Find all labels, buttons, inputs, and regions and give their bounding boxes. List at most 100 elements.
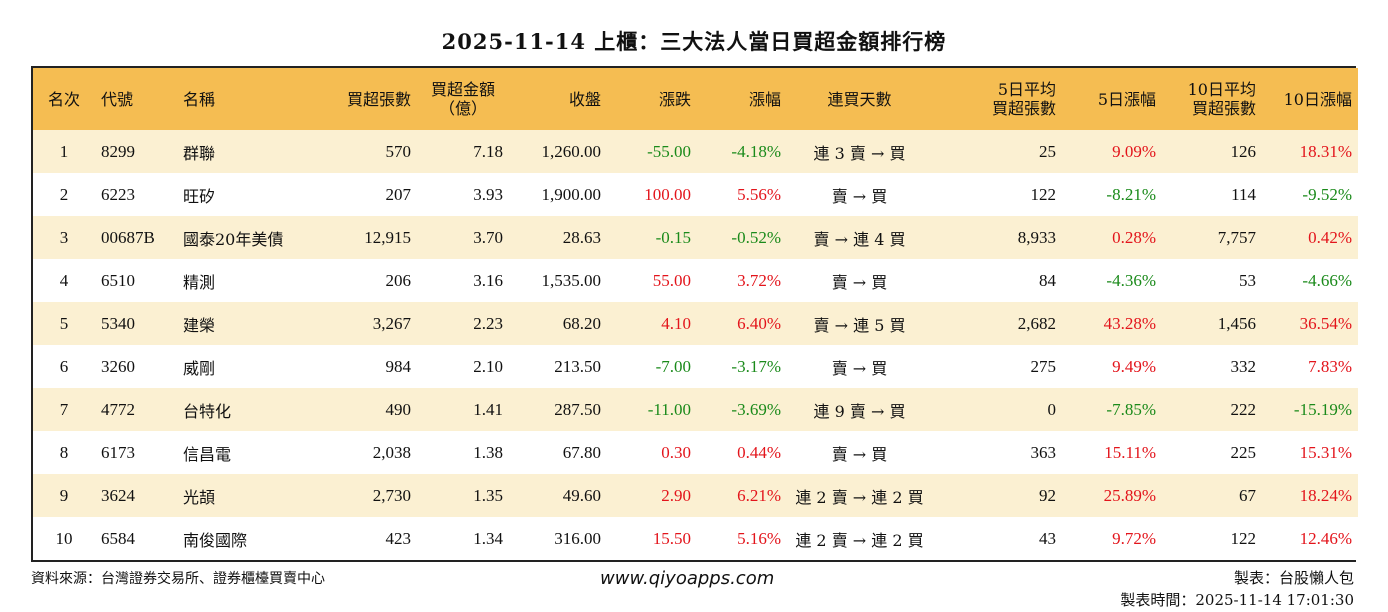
cell-code: 6173 bbox=[95, 431, 177, 474]
header-pct5: 5日漲幅 bbox=[1062, 68, 1162, 130]
cell-change: 2.90 bbox=[607, 474, 697, 517]
website-link[interactable]: www.qiyoapps.com bbox=[600, 568, 775, 589]
data-source: 資料來源：台灣證券交易所、證券櫃檯買賣中心 bbox=[31, 571, 325, 587]
cell-name: 信昌電 bbox=[177, 431, 307, 474]
cell-code: 4772 bbox=[95, 388, 177, 431]
cell-pct: 0.44% bbox=[697, 431, 787, 474]
cell-rank: 7 bbox=[33, 388, 95, 431]
cell-change: -7.00 bbox=[607, 345, 697, 388]
cell-avg10: 222 bbox=[1162, 388, 1262, 431]
cell-code: 00687B bbox=[95, 216, 177, 259]
cell-close: 67.80 bbox=[509, 431, 607, 474]
cell-close: 28.63 bbox=[509, 216, 607, 259]
table-row: 7 4772 台特化 490 1.41 287.50 -11.00 -3.69% 連 9 賣 →… bbox=[33, 388, 1358, 431]
cell-name: 國泰20年美債 bbox=[177, 216, 307, 259]
cell-pct: -3.17% bbox=[697, 345, 787, 388]
cell-change: -55.00 bbox=[607, 130, 697, 173]
cell-pct: -3.69% bbox=[697, 388, 787, 431]
cell-change: 100.00 bbox=[607, 173, 697, 216]
table-row: 10 6584 南俊國際 423 1.34 316.00 15.50 5.16% 連 2 賣 →… bbox=[33, 517, 1358, 560]
cell-rank: 9 bbox=[33, 474, 95, 517]
cell-net-amount: 2.10 bbox=[417, 345, 509, 388]
table-header-row: 名次 代號 名稱 買超張數 買超金額 （億） 收盤 漲跌 漲幅 連買天數 5日平… bbox=[33, 68, 1358, 130]
cell-avg10: 332 bbox=[1162, 345, 1262, 388]
header-rank: 名次 bbox=[33, 68, 95, 130]
cell-streak: 連 2 賣 → 連 2 買 bbox=[787, 474, 932, 517]
cell-net-shares: 2,730 bbox=[307, 474, 417, 517]
cell-streak: 連 9 賣 → 買 bbox=[787, 388, 932, 431]
cell-close: 287.50 bbox=[509, 388, 607, 431]
cell-rank: 2 bbox=[33, 173, 95, 216]
header-pct: 漲幅 bbox=[697, 68, 787, 130]
cell-close: 1,535.00 bbox=[509, 259, 607, 302]
cell-net-amount: 1.41 bbox=[417, 388, 509, 431]
ranking-table: 名次 代號 名稱 買超張數 買超金額 （億） 收盤 漲跌 漲幅 連買天數 5日平… bbox=[31, 66, 1358, 562]
cell-change: 4.10 bbox=[607, 302, 697, 345]
cell-pct: 6.40% bbox=[697, 302, 787, 345]
cell-pct: 5.16% bbox=[697, 517, 787, 560]
cell-close: 49.60 bbox=[509, 474, 607, 517]
cell-name: 建榮 bbox=[177, 302, 307, 345]
cell-avg5: 25 bbox=[932, 130, 1062, 173]
cell-avg5: 2,682 bbox=[932, 302, 1062, 345]
cell-name: 精測 bbox=[177, 259, 307, 302]
cell-change: -11.00 bbox=[607, 388, 697, 431]
cell-streak: 賣 → 連 4 買 bbox=[787, 216, 932, 259]
header-change: 漲跌 bbox=[607, 68, 697, 130]
cell-rank: 10 bbox=[33, 517, 95, 560]
cell-code: 6584 bbox=[95, 517, 177, 560]
cell-pct5: 9.72% bbox=[1062, 517, 1162, 560]
cell-change: -0.15 bbox=[607, 216, 697, 259]
header-net-shares: 買超張數 bbox=[307, 68, 417, 130]
cell-streak: 賣 → 買 bbox=[787, 345, 932, 388]
cell-pct5: 43.28% bbox=[1062, 302, 1162, 345]
cell-net-shares: 2,038 bbox=[307, 431, 417, 474]
cell-net-shares: 984 bbox=[307, 345, 417, 388]
cell-code: 3624 bbox=[95, 474, 177, 517]
cell-streak: 賣 → 買 bbox=[787, 259, 932, 302]
cell-streak: 賣 → 買 bbox=[787, 173, 932, 216]
cell-pct: 3.72% bbox=[697, 259, 787, 302]
header-net-amount: 買超金額 （億） bbox=[417, 68, 509, 130]
header-close: 收盤 bbox=[509, 68, 607, 130]
cell-avg5: 84 bbox=[932, 259, 1062, 302]
cell-streak: 賣 → 連 5 買 bbox=[787, 302, 932, 345]
cell-pct5: -8.21% bbox=[1062, 173, 1162, 216]
cell-avg5: 122 bbox=[932, 173, 1062, 216]
cell-rank: 1 bbox=[33, 130, 95, 173]
cell-avg5: 0 bbox=[932, 388, 1062, 431]
author-credit: 製表：台股懶人包 bbox=[1233, 569, 1354, 587]
header-avg5: 5日平均 買超張數 bbox=[932, 68, 1062, 130]
cell-net-amount: 7.18 bbox=[417, 130, 509, 173]
page-title: 2025-11-14 上櫃：三大法人當日買超金額排行榜 bbox=[441, 29, 947, 54]
cell-code: 5340 bbox=[95, 302, 177, 345]
cell-name: 光頡 bbox=[177, 474, 307, 517]
cell-streak: 賣 → 買 bbox=[787, 431, 932, 474]
cell-pct5: 9.09% bbox=[1062, 130, 1162, 173]
cell-rank: 3 bbox=[33, 216, 95, 259]
cell-name: 群聯 bbox=[177, 130, 307, 173]
cell-close: 1,900.00 bbox=[509, 173, 607, 216]
header-net-amount-line1: 買超金額 bbox=[430, 80, 495, 99]
cell-rank: 6 bbox=[33, 345, 95, 388]
cell-avg10: 114 bbox=[1162, 173, 1262, 216]
cell-net-shares: 3,267 bbox=[307, 302, 417, 345]
cell-avg5: 8,933 bbox=[932, 216, 1062, 259]
cell-pct10: 18.31% bbox=[1262, 130, 1358, 173]
generated-time: 製表時間：2025-11-14 17:01:30 bbox=[1120, 591, 1354, 609]
header-pct10: 10日漲幅 bbox=[1262, 68, 1358, 130]
cell-net-amount: 3.16 bbox=[417, 259, 509, 302]
cell-net-shares: 423 bbox=[307, 517, 417, 560]
cell-close: 316.00 bbox=[509, 517, 607, 560]
cell-rank: 5 bbox=[33, 302, 95, 345]
table-row: 9 3624 光頡 2,730 1.35 49.60 2.90 6.21% 連 2 賣 → 連 … bbox=[33, 474, 1358, 517]
header-avg10: 10日平均 買超張數 bbox=[1162, 68, 1262, 130]
cell-pct5: -7.85% bbox=[1062, 388, 1162, 431]
cell-pct5: 25.89% bbox=[1062, 474, 1162, 517]
cell-net-shares: 490 bbox=[307, 388, 417, 431]
cell-pct5: 0.28% bbox=[1062, 216, 1162, 259]
cell-change: 15.50 bbox=[607, 517, 697, 560]
cell-change: 0.30 bbox=[607, 431, 697, 474]
cell-name: 威剛 bbox=[177, 345, 307, 388]
